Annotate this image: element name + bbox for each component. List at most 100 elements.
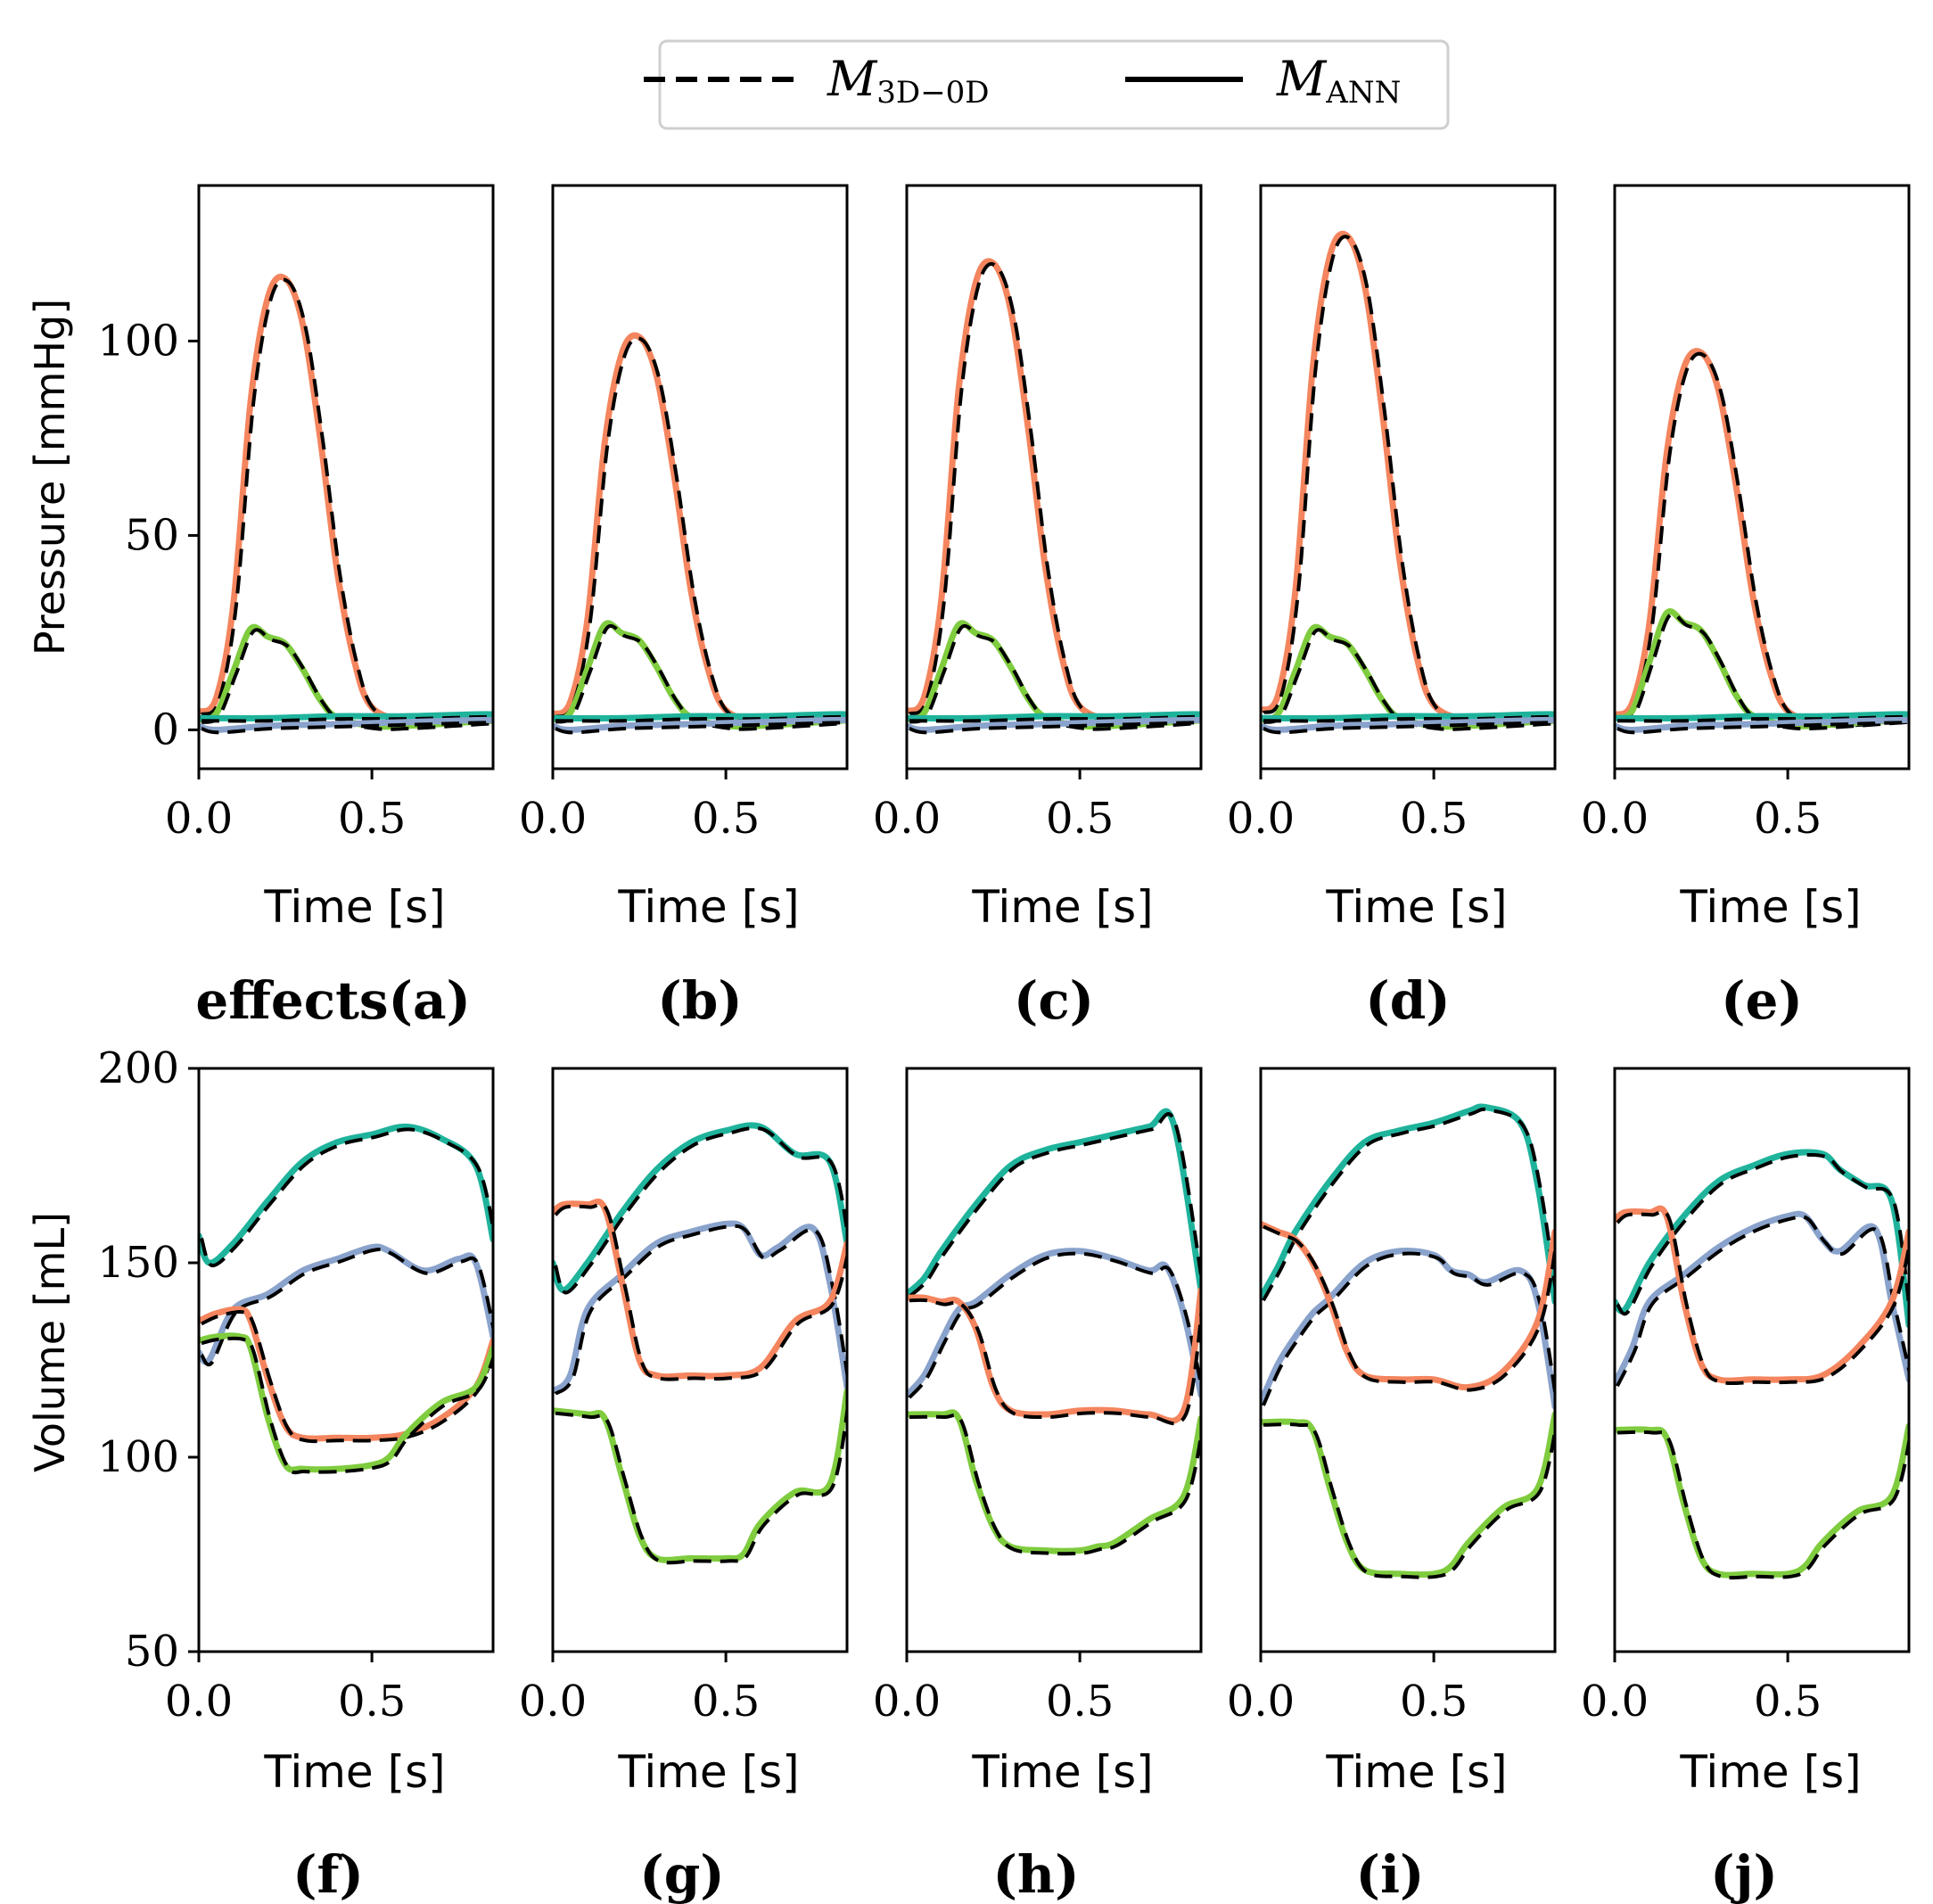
blue-reference-line	[1616, 1215, 1909, 1388]
green-ann-line	[1261, 1411, 1555, 1578]
green-reference-line	[1263, 1421, 1555, 1579]
panels: 0.0 0.5 Time [s] 0 50 100 effects(a) 0.0 0.5 Time…	[97, 184, 1911, 1904]
plot-area	[553, 332, 847, 735]
panel-d: 0.0 0.5 Time [s] (d)	[1227, 184, 1557, 1031]
plot-area	[1615, 348, 1909, 735]
x-tick-label: 0.0	[1581, 794, 1649, 844]
plot-area	[907, 258, 1201, 735]
panel-label: (b)	[657, 970, 742, 1031]
x-tick-label: 0.5	[1754, 794, 1822, 844]
panel-label: (d)	[1365, 970, 1450, 1031]
panel-label: (j)	[1710, 1844, 1778, 1904]
green-ann-line	[1615, 1422, 1909, 1578]
y-tick-label: 100	[97, 316, 179, 366]
green-reference-line	[555, 623, 847, 731]
axes-frame	[551, 1067, 849, 1653]
panel-h: 0.0 0.5 Time [s] (h)	[873, 1067, 1203, 1904]
teal-ann-line	[1615, 711, 1909, 721]
blue-reference-line	[1616, 721, 1909, 735]
blue-ann-line	[553, 716, 847, 733]
plot-area	[1261, 230, 1555, 735]
x-tick-label: 0.0	[873, 1677, 941, 1727]
orange-ann-line	[553, 332, 847, 727]
axes-frame	[905, 1067, 1203, 1653]
axes-frame	[1259, 1067, 1557, 1653]
green-reference-line	[909, 1413, 1201, 1556]
orange-reference-line	[908, 261, 1201, 727]
plot-area	[907, 1108, 1201, 1556]
teal-reference-line	[1616, 1152, 1909, 1321]
axes-frame	[1613, 184, 1911, 771]
blue-reference-line	[554, 1224, 847, 1396]
x-tick-label: 0.5	[1754, 1677, 1822, 1727]
green-reference-line	[1616, 612, 1909, 731]
x-tick-label: 0.0	[1581, 1677, 1649, 1727]
x-tick-label: 0.0	[165, 794, 233, 844]
orange-reference-line	[1616, 1209, 1909, 1386]
green-reference-line	[1616, 1430, 1909, 1580]
orange-ann-line	[1615, 348, 1909, 727]
x-axis-label: Time [s]	[1679, 881, 1861, 933]
teal-ann-line	[1261, 1103, 1555, 1306]
panel-f: 0.0 0.5 Time [s] 50 100 150 200 (f)	[97, 1043, 495, 1904]
green-reference-line	[1263, 628, 1555, 731]
orange-ann-line	[1615, 1205, 1909, 1384]
blue-reference-line	[1263, 721, 1555, 735]
x-tick-label: 0.0	[1227, 1677, 1295, 1727]
legend: M3D−0D MANN	[644, 39, 1450, 130]
y-tick-label: 200	[97, 1043, 179, 1093]
axes-frame	[905, 184, 1203, 771]
y-tick-label: 50	[125, 510, 179, 560]
blue-reference-line	[909, 721, 1201, 735]
green-reference-line	[909, 623, 1201, 731]
orange-reference-line	[200, 277, 493, 727]
orange-reference-line	[1263, 1224, 1555, 1392]
green-ann-line	[199, 1332, 493, 1473]
teal-reference-line	[200, 1127, 493, 1268]
plot-area	[1261, 1103, 1555, 1579]
panel-c: 0.0 0.5 Time [s] (c)	[873, 184, 1203, 1031]
legend-box	[658, 39, 1450, 130]
blue-reference-line	[1262, 1251, 1555, 1406]
panel-b: 0.0 0.5 Time [s] (b)	[519, 184, 849, 1031]
panel-label: effects(a)	[195, 970, 471, 1031]
x-tick-label: 0.5	[338, 1677, 406, 1727]
green-reference-line	[201, 1336, 493, 1475]
blue-reference-line	[201, 721, 493, 735]
y-tick-label: 50	[125, 1627, 179, 1677]
blue-ann-line	[907, 716, 1201, 733]
panel-label: (e)	[1721, 970, 1803, 1031]
svg-text:MANN: MANN	[1276, 51, 1401, 111]
x-tick-label: 0.5	[1046, 794, 1114, 844]
panel-label: (h)	[992, 1844, 1079, 1904]
pressure-y-axis-label: Pressure [mmHg]	[26, 299, 74, 655]
green-ann-line	[199, 623, 493, 730]
x-axis-label: Time [s]	[617, 881, 799, 933]
plot-area	[1615, 1149, 1909, 1580]
x-tick-label: 0.0	[519, 1677, 587, 1727]
x-tick-label: 0.5	[1046, 1677, 1114, 1727]
panel-g: 0.0 0.5 Time [s] (g)	[519, 1067, 849, 1904]
teal-ann-line	[199, 711, 493, 721]
blue-ann-line	[199, 1243, 493, 1365]
x-tick-label: 0.5	[692, 794, 760, 844]
orange-reference-line	[1616, 351, 1909, 729]
green-reference-line	[555, 1399, 847, 1565]
blue-reference-line	[555, 721, 847, 735]
orange-reference-line	[201, 1309, 493, 1444]
orange-ann-line	[907, 1287, 1201, 1424]
x-tick-label: 0.5	[692, 1677, 760, 1727]
axes-frame	[197, 1067, 495, 1653]
teal-ann-line	[1261, 711, 1555, 721]
x-axis-label: Time [s]	[617, 1746, 799, 1798]
svg-text:M3D−0D: M3D−0D	[827, 51, 990, 111]
panel-a: 0.0 0.5 Time [s] 0 50 100 effects(a)	[97, 184, 495, 1031]
x-axis-label: Time [s]	[1679, 1746, 1861, 1798]
orange-reference-line	[909, 1298, 1201, 1426]
x-axis-label: Time [s]	[263, 1746, 445, 1798]
blue-reference-line	[908, 1251, 1201, 1399]
x-tick-label: 0.0	[1227, 794, 1295, 844]
panel-e: 0.0 0.5 Time [s] (e)	[1581, 184, 1911, 1031]
blue-ann-line	[1261, 1247, 1555, 1410]
